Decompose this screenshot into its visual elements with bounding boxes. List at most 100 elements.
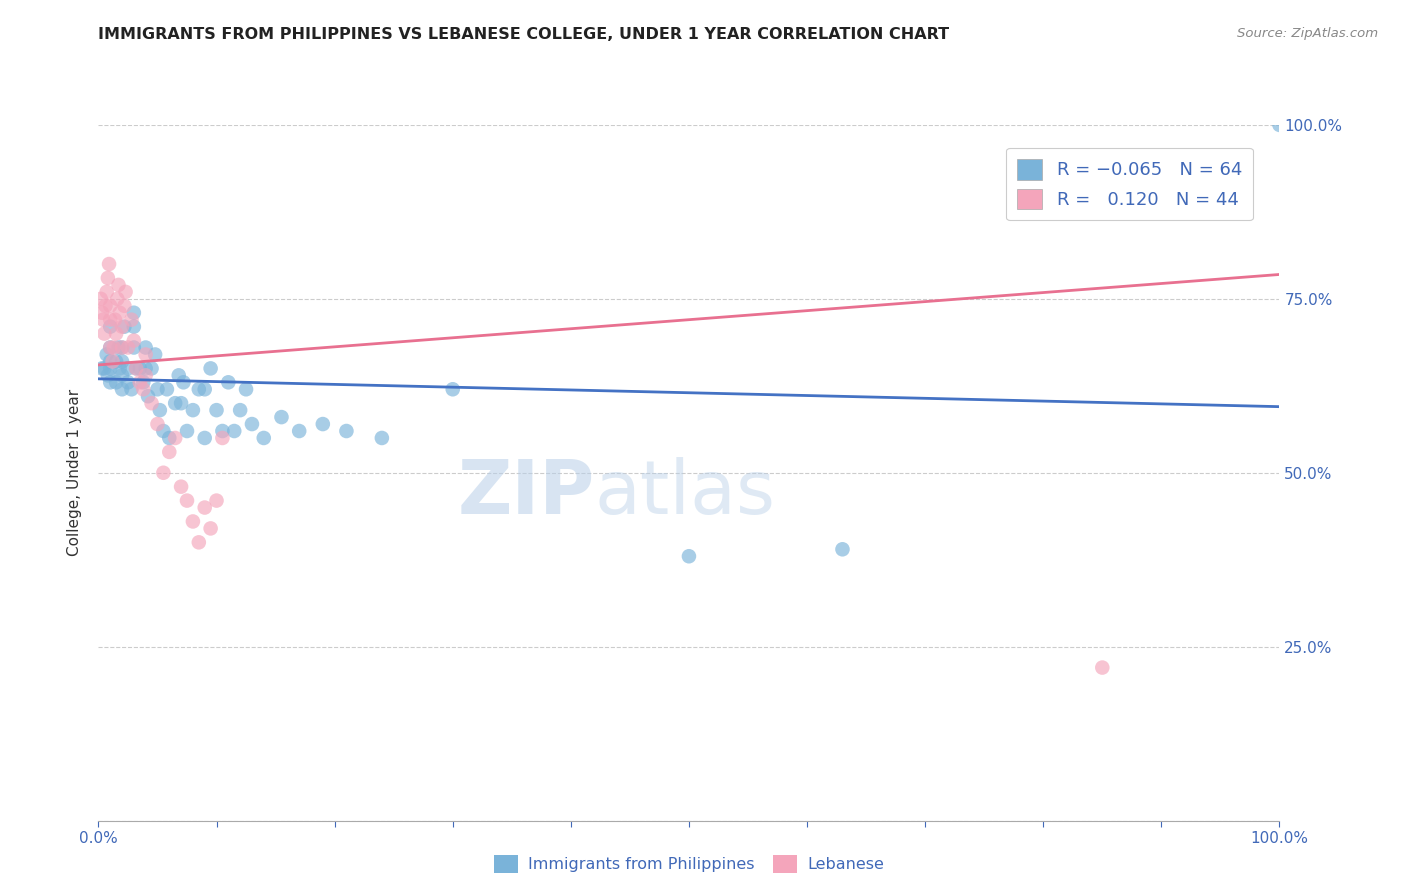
- Point: [111, 368, 134, 383]
- Point: [122, 341, 145, 355]
- Text: atlas: atlas: [595, 457, 776, 530]
- Point: [105, 292, 128, 306]
- Point: [240, 417, 263, 431]
- Point: [187, 382, 209, 396]
- Point: [217, 376, 239, 390]
- Point: [678, 549, 700, 564]
- Point: [98, 312, 121, 326]
- Point: [152, 466, 174, 480]
- Point: [441, 382, 464, 396]
- Point: [172, 376, 194, 390]
- Point: [157, 445, 180, 459]
- Point: [235, 382, 257, 396]
- Point: [111, 382, 134, 396]
- Point: [112, 319, 135, 334]
- Point: [136, 389, 159, 403]
- Point: [98, 257, 121, 271]
- Point: [194, 431, 217, 445]
- Point: [98, 376, 121, 390]
- Point: [1091, 660, 1114, 674]
- Legend: Immigrants from Philippines, Lebanese: Immigrants from Philippines, Lebanese: [488, 848, 890, 880]
- Point: [157, 431, 180, 445]
- Point: [176, 424, 198, 438]
- Text: Source: ZipAtlas.com: Source: ZipAtlas.com: [1237, 27, 1378, 40]
- Point: [125, 361, 148, 376]
- Point: [98, 341, 121, 355]
- Point: [111, 354, 134, 368]
- Point: [121, 382, 143, 396]
- Point: [105, 376, 128, 390]
- Point: [335, 424, 357, 438]
- Point: [141, 361, 163, 376]
- Point: [91, 306, 114, 320]
- Point: [229, 403, 252, 417]
- Point: [132, 376, 155, 390]
- Point: [104, 312, 127, 326]
- Point: [181, 515, 204, 529]
- Point: [200, 521, 222, 535]
- Point: [111, 319, 134, 334]
- Point: [152, 424, 174, 438]
- Point: [98, 299, 121, 313]
- Point: [111, 341, 134, 355]
- Point: [135, 368, 157, 383]
- Y-axis label: College, Under 1 year: College, Under 1 year: [67, 389, 83, 557]
- Point: [91, 361, 114, 376]
- Point: [187, 535, 209, 549]
- Point: [107, 341, 129, 355]
- Point: [194, 382, 217, 396]
- Point: [1268, 118, 1291, 132]
- Point: [97, 368, 120, 383]
- Point: [117, 376, 139, 390]
- Point: [143, 347, 166, 361]
- Point: [93, 326, 115, 341]
- Point: [831, 542, 853, 557]
- Point: [112, 299, 135, 313]
- Point: [371, 431, 394, 445]
- Point: [105, 326, 128, 341]
- Point: [96, 347, 118, 361]
- Point: [253, 431, 276, 445]
- Point: [98, 354, 121, 368]
- Point: [98, 319, 121, 334]
- Point: [107, 277, 129, 292]
- Point: [165, 431, 187, 445]
- Point: [135, 341, 157, 355]
- Point: [128, 376, 150, 390]
- Point: [97, 271, 120, 285]
- Point: [101, 354, 124, 368]
- Point: [135, 347, 157, 361]
- Point: [194, 500, 217, 515]
- Point: [170, 480, 193, 494]
- Point: [105, 354, 128, 368]
- Point: [211, 431, 233, 445]
- Point: [181, 403, 204, 417]
- Point: [205, 493, 228, 508]
- Point: [90, 292, 112, 306]
- Point: [146, 417, 169, 431]
- Point: [270, 410, 292, 425]
- Point: [156, 382, 179, 396]
- Point: [91, 312, 114, 326]
- Point: [141, 396, 163, 410]
- Point: [94, 299, 117, 313]
- Point: [312, 417, 335, 431]
- Point: [108, 306, 131, 320]
- Point: [122, 334, 145, 348]
- Point: [93, 361, 115, 376]
- Point: [114, 285, 136, 299]
- Point: [224, 424, 246, 438]
- Point: [205, 403, 228, 417]
- Point: [165, 396, 187, 410]
- Point: [149, 403, 172, 417]
- Point: [122, 319, 145, 334]
- Legend: R = −0.065   N = 64, R =   0.120   N = 44: R = −0.065 N = 64, R = 0.120 N = 44: [1005, 148, 1253, 220]
- Point: [200, 361, 222, 376]
- Point: [211, 424, 233, 438]
- Point: [108, 361, 131, 376]
- Point: [121, 312, 143, 326]
- Point: [135, 361, 157, 376]
- Text: ZIP: ZIP: [457, 457, 595, 530]
- Point: [98, 361, 121, 376]
- Point: [122, 306, 145, 320]
